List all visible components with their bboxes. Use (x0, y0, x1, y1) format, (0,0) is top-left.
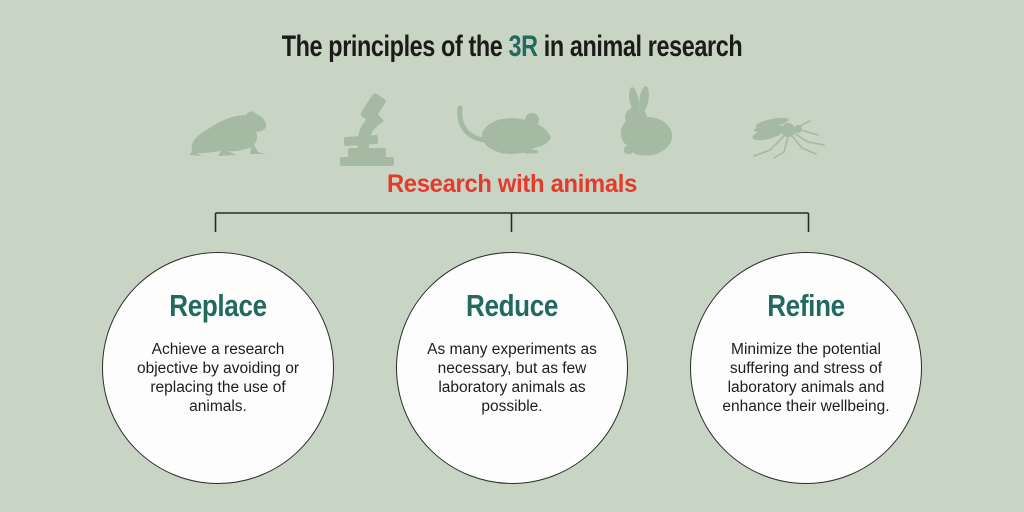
principle-description-refine: Minimize the potential suffering and str… (722, 341, 890, 415)
subtitle-research-with-animals: Research with animals (386, 170, 638, 198)
microscope-icon (340, 93, 394, 166)
principle-circle-refine: Refine Minimize the potential suffering … (690, 252, 922, 484)
frog-icon (190, 111, 267, 156)
principle-circle-reduce: Reduce As many experiments as necessary,… (396, 252, 628, 484)
rabbit-icon (621, 86, 672, 156)
page-title: The principles of the 3R in animal resea… (113, 30, 912, 64)
mosquito-icon (752, 117, 825, 159)
mouse-icon (457, 105, 551, 154)
page-title-accent-3r: 3R (508, 30, 539, 63)
principle-heading-reduce: Reduce (465, 288, 559, 323)
bracket-connector (214, 212, 810, 232)
principle-heading-replace: Replace (169, 288, 267, 323)
page-title-suffix: in animal research (537, 30, 743, 63)
principle-circle-replace: Replace Achieve a research objective by … (102, 252, 334, 484)
principle-description-replace: Achieve a research objective by avoiding… (137, 341, 299, 415)
page-title-prefix: The principles of the (281, 30, 509, 63)
principle-description-reduce: As many experiments as necessary, but as… (427, 341, 597, 415)
principle-heading-refine: Refine (767, 288, 845, 323)
